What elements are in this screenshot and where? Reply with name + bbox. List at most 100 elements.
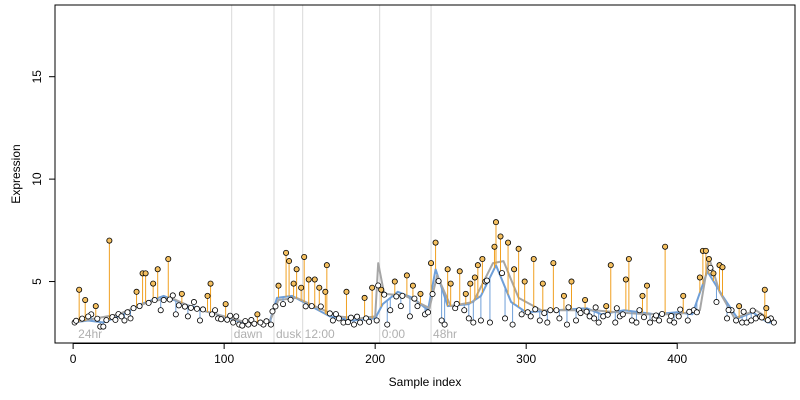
data-point-high	[474, 262, 481, 269]
data-point-high	[550, 260, 557, 267]
data-point-low	[267, 321, 274, 328]
data-point-high	[403, 272, 410, 279]
data-point-low	[397, 303, 404, 310]
data-point-high	[719, 264, 726, 271]
data-point	[677, 306, 684, 313]
data-point-low	[536, 317, 543, 324]
data-point-high	[298, 284, 305, 291]
data-point-high	[150, 280, 157, 287]
data-point-low	[763, 305, 770, 312]
x-tick-label: 400	[667, 352, 687, 366]
data-point-high	[343, 288, 350, 295]
data-point	[272, 303, 279, 310]
data-point	[269, 308, 276, 315]
data-point-low	[329, 317, 336, 324]
data-point-low	[477, 317, 484, 324]
x-tick-label: 0	[70, 352, 77, 366]
data-point-low	[518, 311, 525, 318]
data-point-high	[603, 303, 610, 310]
data-point-low	[524, 309, 531, 316]
data-point-low	[196, 317, 203, 324]
y-axis-label: Expression	[9, 144, 23, 203]
data-point-high	[680, 292, 687, 299]
data-point	[366, 318, 373, 325]
data-point-low	[656, 317, 663, 324]
data-point-high	[323, 262, 330, 269]
data-point-high	[539, 280, 546, 287]
data-point-high	[204, 292, 211, 299]
data-point-high	[409, 282, 416, 289]
data-point-low	[573, 317, 580, 324]
data-point-high	[582, 296, 589, 303]
annotation-layer: dawn dusk 12:00 0:00 48hr 24hr	[78, 327, 457, 341]
data-point	[429, 291, 436, 298]
data-point-high	[568, 278, 575, 285]
data-point	[375, 282, 382, 289]
data-point-high	[293, 266, 300, 273]
data-point-high	[82, 296, 89, 303]
data-point-low	[441, 321, 448, 328]
data-point-high	[625, 256, 632, 263]
data-point-low	[724, 315, 731, 322]
data-point	[302, 303, 309, 310]
data-point	[169, 292, 176, 299]
data-point-low	[127, 315, 134, 322]
data-point-high	[142, 270, 149, 277]
data-point-low	[406, 313, 413, 320]
data-point	[151, 297, 158, 304]
data-point	[749, 307, 756, 314]
data-point	[483, 277, 490, 284]
data-point-high	[311, 276, 318, 283]
data-point-low	[335, 315, 342, 322]
data-point-high	[505, 239, 512, 246]
data-point	[411, 295, 418, 302]
data-point	[381, 291, 388, 298]
start-label: 24hr	[78, 327, 102, 341]
data-point	[224, 316, 231, 323]
data-point	[124, 309, 131, 316]
data-point-high	[705, 256, 712, 263]
data-point-high	[428, 260, 435, 267]
data-point-low	[387, 307, 394, 314]
vline-label: dawn	[234, 327, 263, 341]
data-point	[565, 304, 572, 311]
data-point	[317, 303, 324, 310]
data-point	[181, 303, 188, 310]
data-point-low	[509, 321, 516, 328]
data-point-high	[133, 288, 140, 295]
data-point-low	[684, 317, 691, 324]
data-point	[332, 311, 339, 318]
data-point-low	[563, 321, 570, 328]
data-point-high	[316, 284, 323, 291]
data-point-low	[373, 317, 380, 324]
data-point-low	[308, 303, 315, 310]
vline-label: 48hr	[433, 327, 457, 341]
x-tick-label: 100	[214, 352, 234, 366]
data-point-low	[527, 313, 534, 320]
data-point	[263, 318, 270, 325]
data-point-high	[560, 292, 567, 299]
data-point	[653, 312, 660, 319]
data-point	[160, 297, 167, 304]
data-point-high	[106, 237, 113, 244]
data-point	[764, 317, 771, 324]
vline-label: 12:00	[305, 327, 335, 341]
data-point-low	[184, 313, 191, 320]
data-point-high	[607, 262, 614, 269]
data-point	[227, 312, 234, 319]
data-point-low	[461, 307, 468, 314]
data-point	[112, 316, 119, 323]
data-point-high	[479, 256, 486, 263]
data-point-low	[770, 319, 777, 326]
data-point-low	[230, 319, 237, 326]
data-point-high	[491, 243, 498, 250]
data-point	[604, 311, 611, 318]
data-point	[287, 296, 294, 303]
data-point-low	[486, 319, 493, 326]
data-point-low	[136, 303, 143, 310]
data-point	[399, 292, 406, 299]
data-point-low	[157, 307, 164, 314]
data-point	[347, 314, 354, 321]
data-point	[725, 307, 732, 314]
